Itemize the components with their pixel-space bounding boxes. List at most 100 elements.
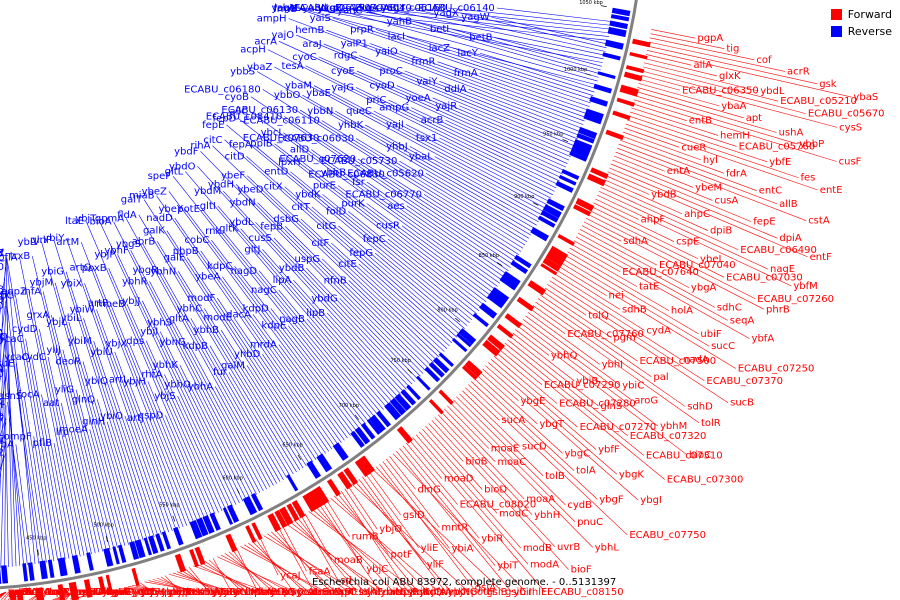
gene-label: ybiQ [85, 376, 108, 387]
gene-label: galE [164, 252, 186, 263]
gene-label: mdfA [420, 587, 447, 598]
reverse-gene [0, 566, 2, 584]
gene-label: ECABU_c07030 [726, 272, 803, 283]
gene-label: ybiT [497, 561, 519, 572]
forward-gene [326, 478, 341, 497]
gene-label: lipA [273, 275, 292, 286]
leader-line [585, 217, 765, 310]
leader-line [0, 374, 7, 418]
leader-line [41, 241, 126, 546]
leader-line [330, 7, 598, 82]
leader-line [19, 257, 81, 557]
leader-line [5, 252, 36, 565]
gene-label: cusR [376, 221, 400, 232]
leader-line [544, 287, 587, 316]
gene-label: poxB [82, 263, 107, 274]
gene-label: torR [49, 587, 70, 598]
leader-line [93, 267, 195, 523]
gene-label: macB [260, 587, 288, 598]
leader-line [144, 581, 202, 593]
gene-label: glxK [719, 71, 741, 82]
gene-label: ycaC [0, 334, 24, 345]
leader-line [640, 74, 838, 128]
legend-label-reverse: Reverse [847, 25, 892, 38]
reverse-gene [611, 7, 631, 17]
gene-label: rutA [10, 587, 31, 598]
tick-mark [585, 73, 592, 76]
leader-line [337, 493, 419, 593]
gene-label: pnuC [577, 517, 603, 528]
gene-label: ybgT [539, 419, 565, 430]
reverse-gene [173, 526, 184, 546]
leader-line [330, 497, 440, 593]
gene-label: ybdM [194, 186, 221, 197]
gene-label: aqpZ [1, 287, 27, 298]
gene-label: hyaE [107, 587, 132, 598]
gene-label: ybdK [295, 189, 321, 200]
leader-line [0, 368, 7, 568]
leader-line [216, 556, 296, 593]
gene-label: ycaJ [280, 570, 301, 581]
leader-line [358, 263, 450, 347]
gene-label: modB [523, 543, 552, 554]
reverse-gene [316, 453, 333, 473]
leader-line [93, 341, 159, 536]
leader-line [579, 229, 690, 288]
leader-line [25, 338, 66, 560]
gene-label: ycbK [155, 587, 180, 598]
leader-line [470, 381, 598, 500]
gene-label: ECABU_c07290 [544, 380, 621, 391]
gene-label: fepB [260, 221, 283, 232]
gene-label: artJ [127, 413, 144, 424]
gene-label: ybgS [116, 239, 141, 250]
reverse-gene [597, 71, 616, 80]
gene-label: appB [76, 587, 102, 598]
legend-item-reverse: Reverse [830, 23, 892, 40]
tick-mark [172, 515, 176, 522]
gene-label: aspC [0, 254, 5, 265]
gene-label: ybjH [123, 376, 146, 387]
leader-line [98, 218, 233, 507]
gene-label: ybaS [853, 92, 878, 103]
leader-line [365, 124, 539, 223]
gene-label: yahN [303, 3, 329, 14]
leader-line [465, 387, 500, 421]
gene-label: yagW [461, 12, 489, 23]
leader-line [567, 251, 670, 311]
gene-label: modA [530, 559, 559, 570]
tick-mark [354, 414, 360, 420]
gene-label: ybhR [122, 276, 148, 287]
gene-label: kdpE [261, 321, 286, 332]
gene-label: ECABU_c06350 [682, 85, 759, 96]
leader-line [345, 7, 604, 60]
forward-gene [354, 459, 370, 478]
gene-label: gsiD [403, 510, 425, 521]
reverse-gene [540, 209, 559, 223]
gene-label: hyaF [74, 587, 98, 598]
gene-label: cspG [78, 587, 103, 598]
gene-label: folD [326, 206, 346, 217]
gene-label: ECABU_c06830 [308, 169, 385, 180]
gene-label: glnQ [72, 394, 95, 405]
gene-label: yaiO [375, 46, 398, 57]
gene-label: clpA [332, 587, 354, 598]
leader-line [108, 268, 216, 515]
gene-label: cspH [76, 587, 101, 598]
leader-line [479, 371, 538, 425]
gene-label: yoeA [406, 93, 431, 104]
leader-line [335, 110, 537, 226]
gene-label: yahC [337, 5, 362, 16]
leader-line [28, 291, 85, 556]
leader-line [411, 107, 562, 178]
leader-line [364, 9, 599, 78]
gene-label: ahpC [684, 209, 710, 220]
leader-line [217, 205, 390, 405]
gene-label: entA [667, 166, 690, 177]
gene-label: ycbZ [0, 248, 4, 259]
gene-label: ybdB [279, 263, 305, 274]
forward-swatch [830, 9, 842, 20]
leader-line [525, 315, 621, 386]
gene-label: tolQ [588, 310, 609, 321]
leader-line [389, 456, 416, 490]
